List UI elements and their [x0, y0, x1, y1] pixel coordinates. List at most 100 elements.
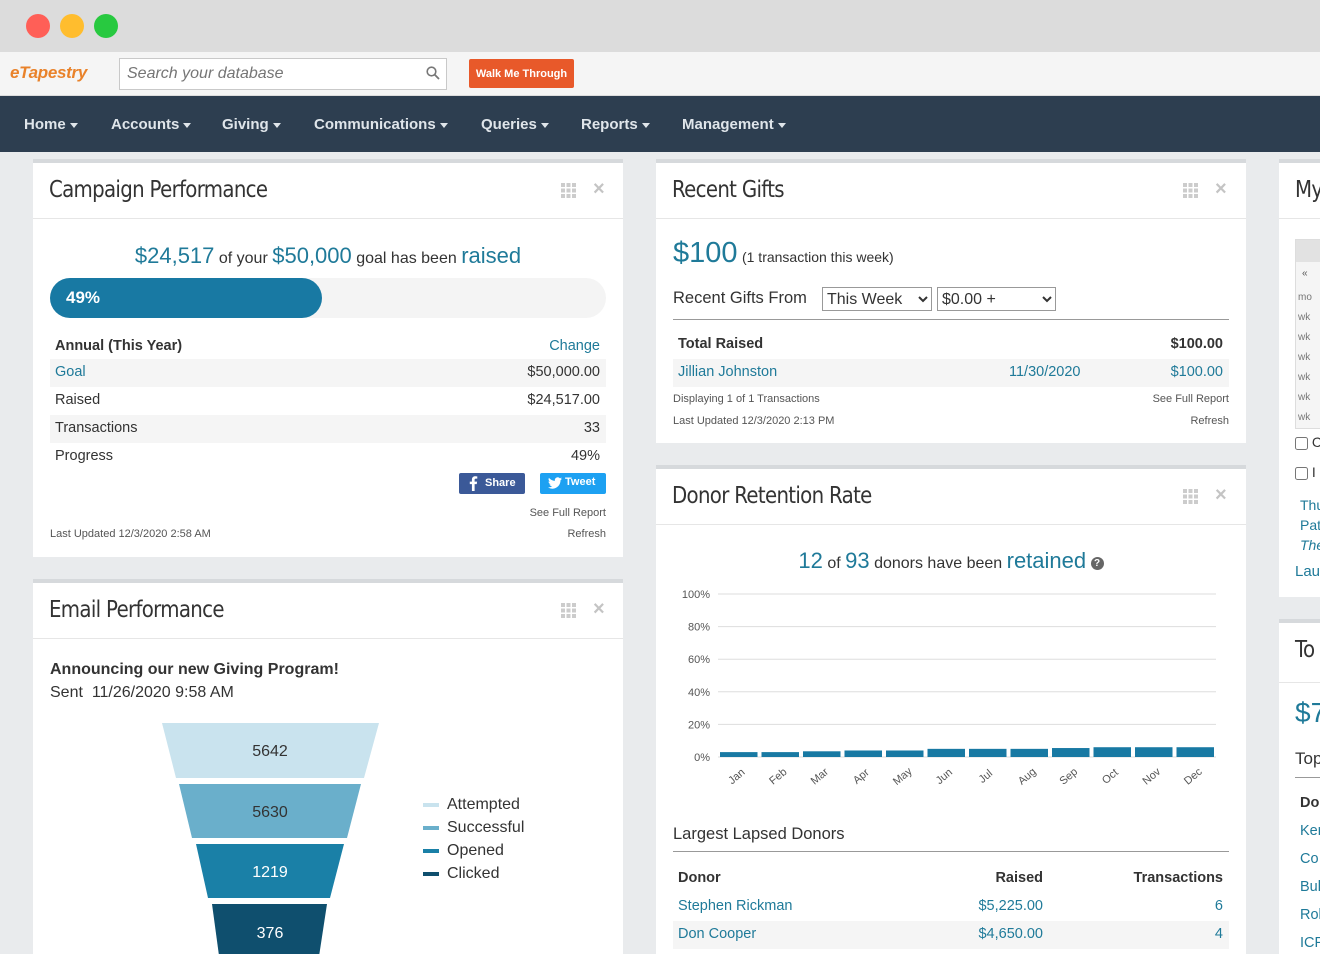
period-select[interactable]: This Week — [822, 287, 932, 311]
progress-row-label: Progress — [55, 448, 114, 464]
bar-apr[interactable] — [844, 750, 883, 757]
period-row: Annual (This Year) Change — [50, 333, 606, 361]
recent-gifts-panel: Recent Gifts × $100 (1 transaction this … — [656, 159, 1246, 443]
see-full-report-link[interactable]: See Full Report — [529, 507, 606, 519]
calendar-prev-icon[interactable]: « — [1302, 268, 1308, 279]
progress-fill: 49% — [50, 278, 323, 318]
goal-value: $50,000.00 — [527, 364, 600, 380]
nav-management[interactable]: Management — [682, 116, 786, 133]
nav-reports[interactable]: Reports — [581, 116, 650, 133]
nav-queries[interactable]: Queries — [481, 116, 549, 133]
change-link[interactable]: Change — [549, 338, 600, 354]
my-panel-partial: My « mo wk wk wk wk wk wk C I Thu Pat The Lau — [1279, 159, 1320, 597]
close-icon[interactable]: × — [1215, 178, 1227, 200]
legend-swatch — [423, 848, 439, 853]
x-tick-label: Jun — [934, 766, 955, 787]
gifts-from-label: Recent Gifts From — [673, 289, 807, 307]
walk-me-through-button[interactable]: Walk Me Through — [469, 59, 574, 88]
bar-jan[interactable] — [720, 752, 758, 757]
list-item[interactable]: The — [1300, 537, 1320, 553]
donor-link[interactable]: Jillian Johnston — [678, 364, 778, 380]
displaying-count: Displaying 1 of 1 Transactions — [673, 393, 820, 405]
nav-label: Queries — [481, 116, 537, 133]
close-window-button[interactable] — [26, 14, 50, 38]
bar-may[interactable] — [886, 750, 924, 757]
legend-successful: Successful — [423, 819, 524, 837]
funnel-value-attempted: 5642 — [252, 743, 288, 760]
bar-dec[interactable] — [1176, 747, 1215, 757]
close-icon[interactable]: × — [1215, 484, 1227, 506]
app-logo[interactable]: eTapestry — [10, 63, 87, 82]
main-nav: Home Accounts Giving Communications Quer… — [0, 96, 1320, 152]
lapsed-title: Largest Lapsed Donors — [673, 825, 845, 843]
refresh-link[interactable]: Refresh — [1190, 415, 1229, 427]
transactions-label: Transactions — [55, 420, 138, 436]
legend-opened: Opened — [423, 842, 504, 860]
checkbox[interactable] — [1295, 436, 1308, 450]
donor-link[interactable]: Stephen Rickman — [678, 898, 793, 914]
panel-title: Recent Gifts — [672, 177, 785, 203]
bar-jun[interactable] — [927, 748, 966, 757]
gifts-amount: $100 — [673, 237, 738, 269]
search-icon[interactable] — [426, 66, 440, 80]
facebook-share-button[interactable]: Share — [459, 473, 525, 494]
bar-mar[interactable] — [803, 751, 841, 757]
search-input[interactable] — [120, 59, 410, 89]
text-donors: donors have been — [874, 555, 1003, 572]
list-item[interactable]: ICP — [1300, 935, 1320, 951]
gift-date: 11/30/2020 — [1009, 364, 1081, 380]
donor-link[interactable]: Don Cooper — [678, 926, 757, 942]
list-item[interactable]: Bul — [1300, 879, 1320, 895]
drag-grid-icon[interactable] — [561, 603, 576, 618]
email-funnel — [162, 723, 379, 954]
gifts-summary: $100 (1 transaction this week) — [673, 237, 894, 270]
bar-oct[interactable] — [1093, 747, 1132, 757]
maximize-window-button[interactable] — [94, 14, 118, 38]
bar-aug[interactable] — [1010, 748, 1049, 757]
calendar-cell[interactable]: wk — [1298, 372, 1311, 383]
raised-row: Raised $24,517.00 — [50, 387, 606, 415]
list-item[interactable]: Rol — [1300, 907, 1320, 923]
minimize-window-button[interactable] — [60, 14, 84, 38]
tweet-button[interactable]: Tweet — [540, 473, 606, 494]
panel-header: Campaign Performance × — [33, 163, 623, 219]
list-item[interactable]: Ker — [1300, 823, 1320, 839]
drag-grid-icon[interactable] — [1183, 183, 1198, 198]
close-icon[interactable]: × — [593, 598, 605, 620]
list-item[interactable]: Pat — [1300, 517, 1320, 533]
checkbox[interactable] — [1295, 466, 1308, 480]
list-item[interactable]: Thu — [1300, 497, 1320, 513]
legend-swatch — [423, 802, 439, 807]
calendar-cell[interactable]: wk — [1298, 312, 1311, 323]
close-icon[interactable]: × — [593, 178, 605, 200]
calendar-cell[interactable]: wk — [1298, 352, 1311, 363]
amount-select[interactable]: $0.00 + — [937, 287, 1056, 311]
text-raised: raised — [461, 243, 522, 268]
total-row: Total Raised $100.00 — [673, 331, 1229, 359]
calendar-cell[interactable]: wk — [1298, 412, 1311, 423]
list-item[interactable]: Co — [1300, 851, 1319, 867]
refresh-link[interactable]: Refresh — [567, 528, 606, 540]
calendar-cell[interactable]: wk — [1298, 332, 1311, 343]
retention-summary: 12 of 93 donors have been retained ? — [656, 548, 1246, 574]
bar-jul[interactable] — [969, 748, 1007, 757]
col-transactions: Transactions — [1133, 870, 1223, 886]
bar-sep[interactable] — [1052, 748, 1090, 757]
drag-grid-icon[interactable] — [1183, 489, 1198, 504]
panel-header: To — [1279, 623, 1320, 683]
nav-communications[interactable]: Communications — [314, 116, 448, 133]
nav-accounts[interactable]: Accounts — [111, 116, 192, 133]
see-full-report-link[interactable]: See Full Report — [1152, 393, 1229, 405]
calendar-cell[interactable]: wk — [1298, 392, 1311, 403]
bar-nov[interactable] — [1135, 747, 1173, 757]
last-updated: Last Updated 12/3/2020 2:13 PM — [673, 415, 835, 427]
caret-down-icon — [540, 122, 549, 128]
raised-label: Raised — [55, 392, 101, 408]
drag-grid-icon[interactable] — [561, 183, 576, 198]
help-icon[interactable]: ? — [1090, 557, 1104, 571]
nav-home[interactable]: Home — [24, 116, 78, 133]
goal-link[interactable]: Goal — [55, 364, 86, 380]
list-item[interactable]: Lau — [1295, 563, 1320, 580]
bar-feb[interactable] — [761, 752, 800, 757]
nav-giving[interactable]: Giving — [222, 116, 281, 133]
